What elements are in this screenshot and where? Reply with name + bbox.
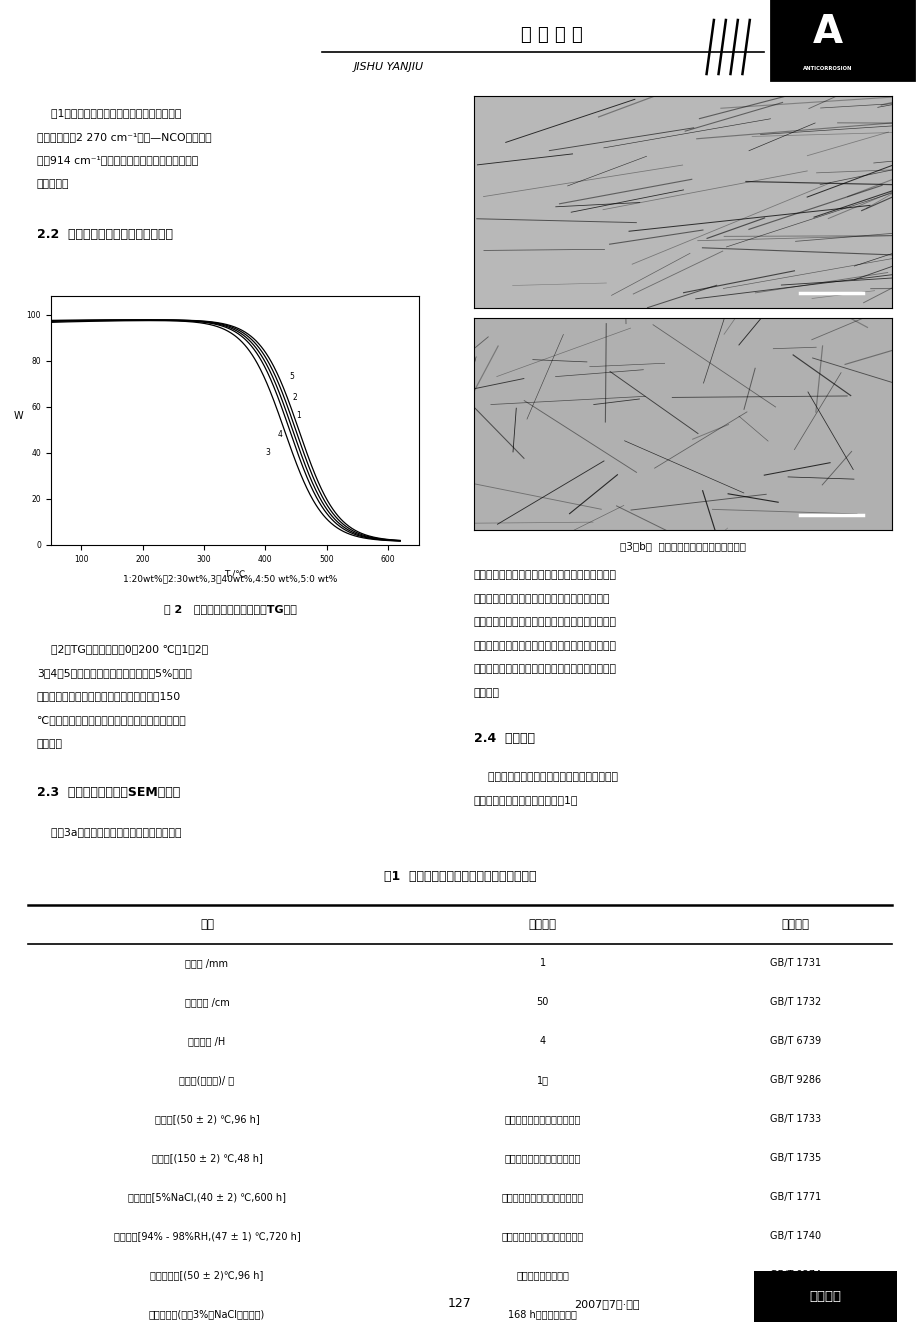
Text: 耐湿热性[94% - 98%RH,(47 ± 1) ℃,720 h]: 耐湿热性[94% - 98%RH,(47 ± 1) ℃,720 h] [114,1231,300,1242]
Text: GB/T 1731: GB/T 1731 [769,958,821,969]
Text: 图 2   不同聚氨酱含量的涂层的TG曲线: 图 2 不同聚氨酱含量的涂层的TG曲线 [164,605,296,614]
Text: 项目: 项目 [199,918,214,931]
Text: 从图3a中可以很清楚地看出，空白环氧树脂: 从图3a中可以很清楚地看出，空白环氧树脂 [37,827,181,836]
Text: 图2的TG曲线表明，在0～200 ℃，1、2、: 图2的TG曲线表明，在0～200 ℃，1、2、 [37,645,208,655]
Text: GB/T 1735: GB/T 1735 [769,1153,821,1164]
Text: GB/T 9274: GB/T 9274 [769,1309,821,1320]
Text: 漆膜不起皱、不脱落: 漆膜不起皱、不脱落 [516,1270,569,1281]
Text: 图3（a）  纯环氧树脂涂层的断面形态: 图3（a） 纯环氧树脂涂层的断面形态 [626,319,739,329]
Text: 5: 5 [289,372,294,382]
Text: 失，914 cm⁻¹环氧基团的特征峰，说明制备了目: 失，914 cm⁻¹环氧基团的特征峰，说明制备了目 [37,155,198,165]
Text: 2.4  涂膜性能: 2.4 涂膜性能 [473,731,534,745]
Text: 条，逐渐转变成相互交错的旋涡状，也就是由原来: 条，逐渐转变成相互交错的旋涡状，也就是由原来 [473,617,616,628]
Text: 测试结果: 测试结果 [528,918,556,931]
Text: 柔韧性 /mm: 柔韧性 /mm [186,958,228,969]
Text: 4: 4 [278,430,282,438]
Text: 运动能力逐渐提高，由开始的河床图样笔直的线: 运动能力逐渐提高，由开始的河床图样笔直的线 [473,594,609,603]
Text: 图3（b）  聚氨酱改性环氧树脂的断面形态: 图3（b） 聚氨酱改性环氧树脂的断面形态 [619,540,745,551]
Text: 呈典型的脆性断裂形貌。引入聚氨酱链段后，体系: 呈典型的脆性断裂形貌。引入聚氨酱链段后，体系 [473,570,616,581]
Text: 50: 50 [536,997,549,1008]
FancyBboxPatch shape [770,0,913,81]
Text: 1: 1 [539,958,545,969]
Text: 2.2  聚氨酱含量对涂膜热性能的影响: 2.2 聚氨酱含量对涂膜热性能的影响 [37,228,173,241]
Text: GB/T 9274: GB/T 9274 [769,1270,821,1281]
Text: 耐水性[(50 ± 2) ℃,96 h]: 耐水性[(50 ± 2) ℃,96 h] [154,1114,259,1125]
Text: 会议文集: 会议文集 [809,1290,841,1304]
Text: 技 术 研 究: 技 术 研 究 [520,26,583,44]
Text: JISHU YANJIU: JISHU YANJIU [354,62,424,73]
Text: 图1为聚氨酱改性环氧树脂的红外谱图，从图: 图1为聚氨酱改性环氧树脂的红外谱图，从图 [37,108,181,118]
FancyBboxPatch shape [754,1271,896,1322]
Text: ℃，说明聚氨酱链段的引人并没有降低环氧树脂的: ℃，说明聚氨酱链段的引人并没有降低环氧树脂的 [37,715,186,724]
Text: 耐冲击性 /cm: 耐冲击性 /cm [185,997,229,1008]
Text: 热性能。: 热性能。 [37,739,62,749]
Text: 漆膜不起皱、不起泡、不开裂: 漆膜不起皱、不起泡、不开裂 [504,1114,581,1125]
X-axis label: T /℃: T /℃ [223,570,245,578]
Text: 的测试结果是一致的，从微观上说明了聚氨酱的增: 的测试结果是一致的，从微观上说明了聚氨酱的增 [473,664,616,675]
Text: 的面断裂向点分子间断裂转变，这与涂层力学性能: 的面断裂向点分子间断裂转变，这与涂层力学性能 [473,641,616,650]
Text: GB/T 6739: GB/T 6739 [769,1036,821,1047]
Text: 1: 1 [296,411,301,421]
Text: 附着力(划格法)/ 级: 附着力(划格法)/ 级 [179,1075,234,1086]
Text: 3: 3 [265,448,270,457]
Text: 性能，具体性能测试结果如下表1。: 性能，具体性能测试结果如下表1。 [473,796,577,805]
Text: 漆膜不起皱、不起泡、不开裂，: 漆膜不起皱、不起泡、不开裂， [501,1231,584,1242]
Text: 铅笔硬度 /H: 铅笔硬度 /H [188,1036,225,1047]
Text: GB/T 9286: GB/T 9286 [769,1075,821,1086]
Text: 韧效果。: 韧效果。 [473,688,499,698]
Text: 漆膜不起皱、不起泡、不开裂: 漆膜不起皱、不起泡、不开裂 [504,1153,581,1164]
Text: ANTICORROSION: ANTICORROSION [802,66,852,70]
Text: 2.3  扫描电子显微镜（SEM）分析: 2.3 扫描电子显微镜（SEM）分析 [37,786,180,800]
Text: 耐盐雾性[5%NaCl,(40 ± 2) ℃,600 h]: 耐盐雾性[5%NaCl,(40 ± 2) ℃,600 h] [128,1192,286,1203]
Text: 标化合物。: 标化合物。 [37,179,69,188]
Text: 耐洗涤汽油[(50 ± 2)℃,96 h]: 耐洗涤汽油[(50 ± 2)℃,96 h] [150,1270,264,1281]
Text: 涂料固化成膜后具有良好的力学性能和耐介质: 涂料固化成膜后具有良好的力学性能和耐介质 [473,771,618,782]
Text: GB/T 1771: GB/T 1771 [769,1192,821,1203]
Text: A: A [812,13,842,51]
Text: GB/T 1733: GB/T 1733 [769,1114,821,1125]
Text: 1:20wt%，2:30wt%,3：40wt%,4:50 wt%,5:0 wt%: 1:20wt%，2:30wt%,3：40wt%,4:50 wt%,5:0 wt% [122,575,337,583]
Text: 耐热性[(150 ± 2) ℃,48 h]: 耐热性[(150 ± 2) ℃,48 h] [152,1153,262,1164]
Text: 168 h不起泡、不起皱: 168 h不起泡、不起皱 [508,1309,576,1320]
Text: 1级: 1级 [536,1075,549,1086]
Text: 2: 2 [292,392,297,402]
Text: 4: 4 [539,1036,545,1047]
Y-axis label: W: W [13,411,23,421]
Text: 中可以看出，2 270 cm⁻¹处的—NCO峰完全消: 中可以看出，2 270 cm⁻¹处的—NCO峰完全消 [37,132,211,141]
Text: 测试标准: 测试标准 [781,918,809,931]
Text: GB/T 1740: GB/T 1740 [769,1231,821,1242]
Text: 耐盐腑蚀性(浸于3%的NaCl水溶液中): 耐盐腑蚀性(浸于3%的NaCl水溶液中) [149,1309,265,1320]
Text: GB/T 1732: GB/T 1732 [769,997,821,1008]
Text: 表1  聚氨酱改性环氧树脂重防腐涂料的性能: 表1 聚氨酱改性环氧树脂重防腐涂料的性能 [383,870,536,883]
Text: 漆膜不起泡、无生锈和脱落现象: 漆膜不起泡、无生锈和脱落现象 [501,1192,584,1203]
Text: 随着聚氨酱含量的升高稍微降低，但均高于150: 随着聚氨酱含量的升高稍微降低，但均高于150 [37,692,181,702]
Text: 3、4、5涂膜的失重率相差不大，失重5%的温度: 3、4、5涂膜的失重率相差不大，失重5%的温度 [37,668,191,677]
Text: 2007年7月·北京: 2007年7月·北京 [573,1298,640,1309]
Text: 127: 127 [448,1297,471,1310]
